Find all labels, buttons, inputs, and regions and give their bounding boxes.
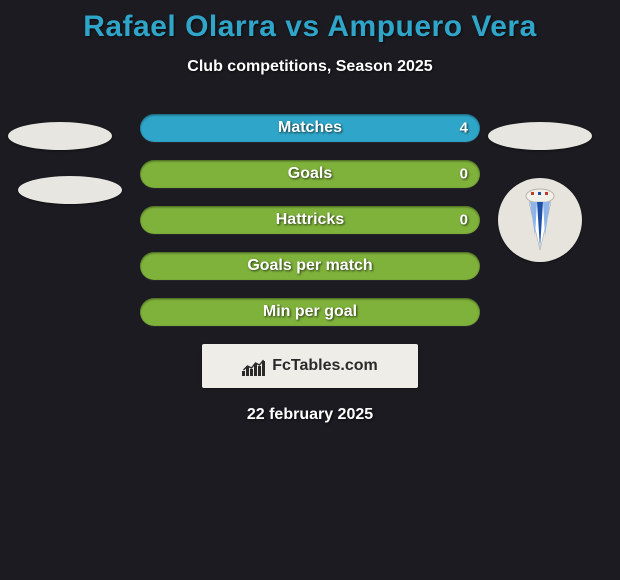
stat-value-right: 0: [460, 212, 468, 229]
avatar-placeholder-left-2: [18, 176, 122, 204]
stat-label: Min per goal: [263, 303, 357, 321]
stat-value-right: 0: [460, 166, 468, 183]
stat-row-goals-per-match: Goals per match: [140, 252, 480, 280]
stat-row-min-per-goal: Min per goal: [140, 298, 480, 326]
avatar-placeholder-left-1: [8, 122, 112, 150]
page-title: Rafael Olarra vs Ampuero Vera: [0, 0, 620, 44]
stat-label: Matches: [278, 119, 342, 137]
bar-icon: [242, 356, 266, 376]
stat-row-matches: Matches 4: [140, 114, 480, 142]
stat-row-hattricks: Hattricks 0: [140, 206, 480, 234]
crest-icon: [525, 188, 555, 252]
stat-value-right: 4: [460, 120, 468, 137]
stat-label: Goals: [288, 165, 332, 183]
subtitle: Club competitions, Season 2025: [0, 58, 620, 76]
stat-label: Hattricks: [276, 211, 344, 229]
date-text: 22 february 2025: [0, 406, 620, 424]
fctables-logo: FcTables.com: [202, 344, 418, 388]
club-crest-right: [498, 178, 582, 262]
avatar-placeholder-right-1: [488, 122, 592, 150]
stat-label: Goals per match: [247, 257, 372, 275]
stat-row-goals: Goals 0: [140, 160, 480, 188]
logo-text: FcTables.com: [272, 357, 378, 375]
